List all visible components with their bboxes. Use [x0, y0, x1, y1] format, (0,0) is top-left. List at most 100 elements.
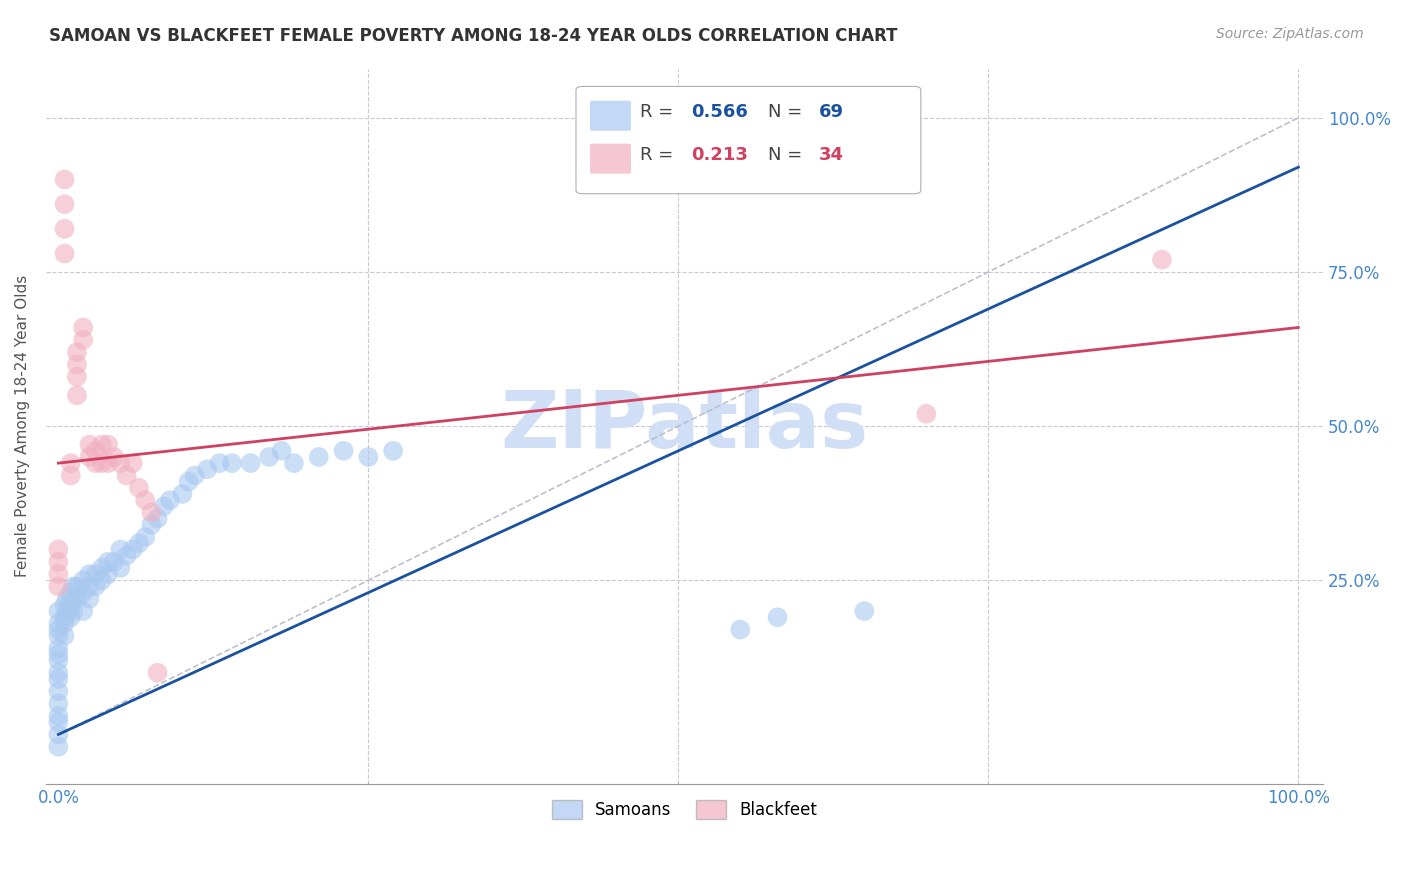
Point [141, 517, 163, 532]
Point [59, 468, 82, 483]
Point [121, 542, 143, 557]
Point [48, 647, 70, 661]
Point [146, 511, 169, 525]
Point [48, 629, 70, 643]
FancyBboxPatch shape [591, 101, 631, 131]
Point [128, 536, 150, 550]
Point [146, 665, 169, 680]
Point [1150, 252, 1173, 267]
Point [84, 579, 107, 593]
Text: Source: ZipAtlas.com: Source: ZipAtlas.com [1216, 27, 1364, 41]
Point [62, 604, 84, 618]
Point [103, 450, 125, 464]
FancyBboxPatch shape [591, 144, 631, 174]
Point [159, 493, 181, 508]
Point [177, 475, 200, 489]
Point [66, 591, 89, 606]
Point [84, 567, 107, 582]
Point [134, 493, 156, 508]
Text: 34: 34 [818, 145, 844, 164]
Point [66, 388, 89, 402]
Point [48, 604, 70, 618]
Point [53, 197, 76, 211]
Point [59, 598, 82, 612]
Point [208, 456, 231, 470]
Point [283, 456, 305, 470]
Point [766, 610, 789, 624]
Point [72, 604, 94, 618]
Point [90, 437, 112, 451]
Point [59, 585, 82, 599]
Point [90, 574, 112, 588]
Point [79, 579, 101, 593]
Point [270, 443, 292, 458]
Text: 0.213: 0.213 [690, 145, 748, 164]
Point [62, 579, 84, 593]
Point [257, 450, 280, 464]
Point [48, 697, 70, 711]
Point [53, 598, 76, 612]
Point [730, 623, 752, 637]
Point [79, 437, 101, 451]
Point [53, 616, 76, 631]
Point [115, 549, 138, 563]
Point [66, 358, 89, 372]
Point [110, 561, 132, 575]
Point [84, 456, 107, 470]
Point [66, 369, 89, 384]
Point [72, 585, 94, 599]
Point [184, 468, 207, 483]
Point [134, 530, 156, 544]
Point [141, 505, 163, 519]
Point [66, 579, 89, 593]
Point [239, 456, 262, 470]
Point [97, 437, 120, 451]
Text: 0.566: 0.566 [690, 103, 748, 120]
Point [332, 443, 354, 458]
Point [221, 456, 243, 470]
Point [48, 623, 70, 637]
Text: 69: 69 [818, 103, 844, 120]
Point [48, 727, 70, 741]
Text: ZIPatlas: ZIPatlas [501, 387, 869, 465]
Point [357, 450, 380, 464]
Point [66, 345, 89, 359]
Point [79, 591, 101, 606]
Point [48, 684, 70, 698]
Point [382, 443, 405, 458]
Text: R =: R = [640, 103, 679, 120]
Point [48, 555, 70, 569]
Text: R =: R = [640, 145, 679, 164]
Point [48, 641, 70, 656]
Point [48, 672, 70, 686]
Point [915, 407, 938, 421]
Point [90, 456, 112, 470]
Text: N =: N = [768, 103, 807, 120]
Point [152, 500, 174, 514]
Point [115, 468, 138, 483]
Point [48, 715, 70, 730]
Point [90, 561, 112, 575]
Point [853, 604, 876, 618]
Point [53, 610, 76, 624]
Point [308, 450, 330, 464]
Point [62, 591, 84, 606]
Legend: Samoans, Blackfeet: Samoans, Blackfeet [546, 793, 824, 825]
Point [172, 487, 194, 501]
Point [59, 456, 82, 470]
Point [53, 246, 76, 260]
Point [195, 462, 218, 476]
Y-axis label: Female Poverty Among 18-24 Year Olds: Female Poverty Among 18-24 Year Olds [15, 275, 30, 577]
Point [121, 456, 143, 470]
Point [48, 542, 70, 557]
Point [79, 450, 101, 464]
Point [110, 456, 132, 470]
Text: N =: N = [768, 145, 807, 164]
Point [84, 443, 107, 458]
Point [110, 542, 132, 557]
Point [128, 481, 150, 495]
Point [48, 653, 70, 667]
Point [97, 555, 120, 569]
Point [48, 665, 70, 680]
Point [48, 579, 70, 593]
